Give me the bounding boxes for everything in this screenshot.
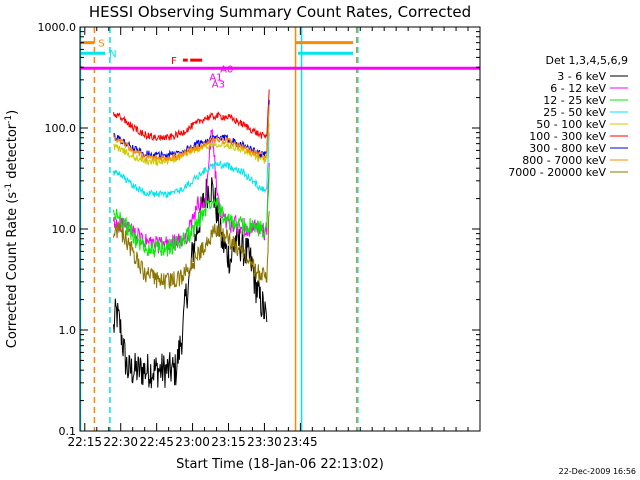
series-lines — [113, 89, 270, 389]
flag-label: S — [98, 39, 104, 50]
y-axis-label: Corrected Count Rate (s-1 detector-1) — [4, 110, 20, 348]
y-tick-label: 0.1 — [59, 425, 77, 438]
series-line — [113, 211, 270, 290]
legend-entry-label: 25 - 50 keV — [543, 106, 606, 119]
y-tick-label: 100.0 — [45, 122, 77, 135]
series-line — [113, 123, 270, 167]
legend-entry-label: 12 - 25 keV — [543, 94, 606, 107]
flag-label: N — [109, 49, 116, 60]
chart-title: HESSI Observing Summary Count Rates, Cor… — [89, 3, 471, 21]
x-tick-label: 22:30 — [103, 435, 138, 449]
series-line — [113, 168, 270, 258]
x-axis: 22:15 22:30 22:45 23:00 23:15 23:30 23:45 — [67, 27, 481, 449]
x-tick-label: 23:30 — [247, 435, 282, 449]
flag-label: A3 — [212, 80, 225, 91]
legend-entry-label: 300 - 800 keV — [529, 142, 606, 155]
legend-header: Det 1,3,4,5,6,9 — [545, 54, 628, 67]
legend-entry-label: 3 - 6 keV — [557, 70, 606, 83]
y-tick-label: 10.0 — [52, 223, 77, 236]
x-axis-label: Start Time (18-Jan-06 22:13:02) — [176, 457, 384, 472]
legend-entry-label: 50 - 100 keV — [536, 118, 606, 131]
legend-entry-label: 100 - 300 keV — [529, 130, 606, 143]
legend-entry-label: 6 - 12 keV — [550, 82, 606, 95]
series-line — [113, 132, 270, 199]
x-tick-label: 23:00 — [175, 435, 210, 449]
x-tick-label: 22:45 — [139, 435, 174, 449]
series-line — [113, 89, 270, 142]
footer-date: 22-Dec-2009 16:56 — [559, 467, 636, 476]
legend-entry-label: 7000 - 20000 keV — [508, 166, 606, 179]
flag-label: F — [171, 56, 177, 67]
y-tick-label: 1.0 — [59, 324, 77, 337]
y-axis: 0.1 1.0 10.0 100.0 1000.0 — [38, 21, 480, 438]
x-tick-label: 22:15 — [67, 435, 102, 449]
flag-label: A1 — [209, 72, 222, 83]
series-line — [113, 104, 270, 163]
y-tick-label: 1000.0 — [38, 21, 77, 34]
x-tick-label: 23:45 — [283, 435, 318, 449]
legend-entry-label: 800 - 7000 keV — [522, 154, 606, 167]
flag-label: A0 — [220, 64, 233, 75]
x-tick-label: 23:15 — [211, 435, 246, 449]
